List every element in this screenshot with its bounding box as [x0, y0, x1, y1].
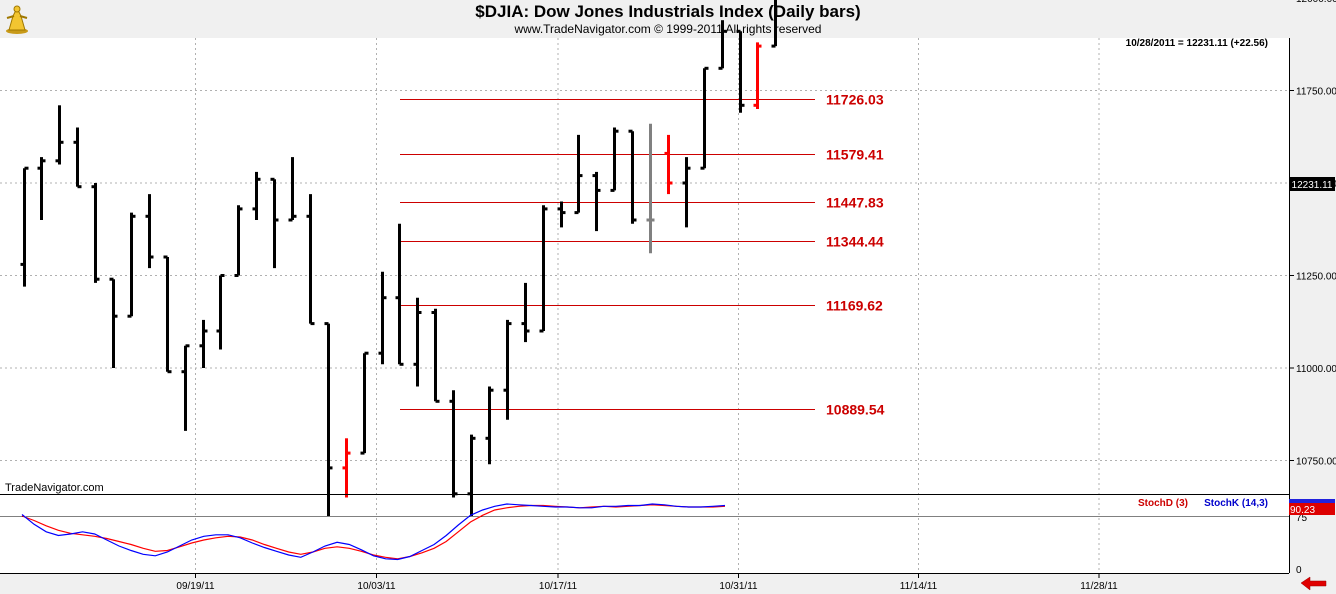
- price-bar[interactable]: [342, 438, 351, 498]
- level-label: 10889.54: [826, 402, 885, 418]
- price-bar[interactable]: [449, 390, 458, 498]
- price-bar[interactable]: [485, 386, 494, 465]
- stochk-line: [21, 503, 726, 561]
- stochk-legend: StochK (14,3): [1204, 498, 1268, 509]
- price-bar[interactable]: [592, 171, 601, 232]
- last-price-tag-text: 12231.11: [1292, 180, 1333, 191]
- price-bar[interactable]: [700, 66, 709, 170]
- left-arrow-icon[interactable]: [1300, 576, 1327, 591]
- price-bar[interactable]: [628, 129, 637, 224]
- date-tick-label: 10/31/11: [719, 581, 758, 592]
- date-tick-label: 09/19/11: [176, 581, 215, 592]
- price-bar[interactable]: [378, 271, 387, 365]
- price-axis: [1289, 38, 1336, 573]
- date-tick-label: 11/28/11: [1080, 581, 1118, 592]
- price-bar[interactable]: [306, 194, 315, 326]
- stoch-value-tag-text: 90.23: [1290, 505, 1315, 516]
- price-bar[interactable]: [234, 205, 243, 277]
- watermark-text: TradeNavigator.com: [5, 482, 104, 494]
- price-bar[interactable]: [610, 127, 619, 192]
- price-tick-label: 11250.00: [1296, 272, 1336, 283]
- date-tick-label: 11/14/11: [900, 581, 938, 592]
- level-label: 11344.44: [826, 234, 884, 250]
- price-bar[interactable]: [557, 201, 566, 228]
- price-bar[interactable]: [216, 274, 225, 350]
- price-bar[interactable]: [288, 157, 297, 222]
- price-bar[interactable]: [736, 29, 745, 113]
- price-bar[interactable]: [73, 127, 82, 189]
- price-bar[interactable]: [503, 319, 512, 420]
- price-bar[interactable]: [127, 212, 136, 318]
- price-tick-label: 10750.00: [1296, 457, 1336, 468]
- price-bar[interactable]: [360, 351, 369, 455]
- level-label: 11447.83: [826, 195, 884, 211]
- price-bar[interactable]: [324, 322, 333, 516]
- price-bar[interactable]: [753, 42, 762, 109]
- price-bar[interactable]: [682, 157, 691, 228]
- level-label: 11726.03: [826, 92, 884, 108]
- price-bar[interactable]: [109, 277, 118, 368]
- copyright-text: www.TradeNavigator.com © 1999-2011 All r…: [514, 22, 822, 36]
- price-tick-label: 11000.00: [1296, 364, 1336, 375]
- price-bar[interactable]: [467, 434, 476, 516]
- price-bar[interactable]: [145, 194, 154, 269]
- chart-title: $DJIA: Dow Jones Industrials Index (Dail…: [475, 2, 861, 21]
- price-bar[interactable]: [181, 344, 190, 431]
- price-bar[interactable]: [718, 20, 727, 70]
- price-bar[interactable]: [252, 171, 261, 220]
- price-bar[interactable]: [37, 157, 46, 220]
- price-bar[interactable]: [646, 123, 655, 254]
- level-label: 11169.62: [826, 298, 883, 314]
- price-bar[interactable]: [539, 205, 548, 333]
- date-axis: [0, 573, 1336, 594]
- price-bar[interactable]: [20, 166, 29, 287]
- price-bar[interactable]: [431, 308, 440, 403]
- price-panel: [0, 38, 1289, 494]
- price-bar[interactable]: [521, 282, 530, 343]
- price-bar[interactable]: [574, 134, 583, 215]
- oscillator-panel: [0, 495, 1289, 573]
- price-bar[interactable]: [199, 319, 208, 368]
- chart-header: $DJIA: Dow Jones Industrials Index (Dail…: [0, 0, 1336, 38]
- golden-figure-icon[interactable]: [4, 4, 30, 34]
- price-bar[interactable]: [771, 0, 780, 48]
- price-bar[interactable]: [395, 223, 404, 366]
- price-bar[interactable]: [270, 177, 279, 269]
- last-price-tag: [1289, 177, 1335, 191]
- price-tick-label: 12000.00: [1296, 0, 1336, 5]
- stoch-value-tag: [1289, 503, 1335, 515]
- stochd-legend: StochD (3): [1138, 498, 1188, 509]
- date-tick-label: 10/03/11: [357, 581, 396, 592]
- osc-tick-label: 0: [1296, 565, 1302, 576]
- price-bar[interactable]: [55, 105, 64, 165]
- price-bar[interactable]: [91, 183, 100, 283]
- price-bar[interactable]: [163, 255, 172, 374]
- date-tick-label: 10/17/11: [539, 581, 578, 592]
- price-info-text: 10/28/2011 = 12231.11 (+22.56): [1126, 38, 1268, 49]
- price-bar[interactable]: [664, 134, 673, 195]
- price-tick-label: 11750.00: [1296, 87, 1336, 98]
- osc-tick-label: 75: [1296, 513, 1308, 524]
- level-label: 11579.41: [826, 147, 884, 163]
- price-bar[interactable]: [413, 297, 422, 387]
